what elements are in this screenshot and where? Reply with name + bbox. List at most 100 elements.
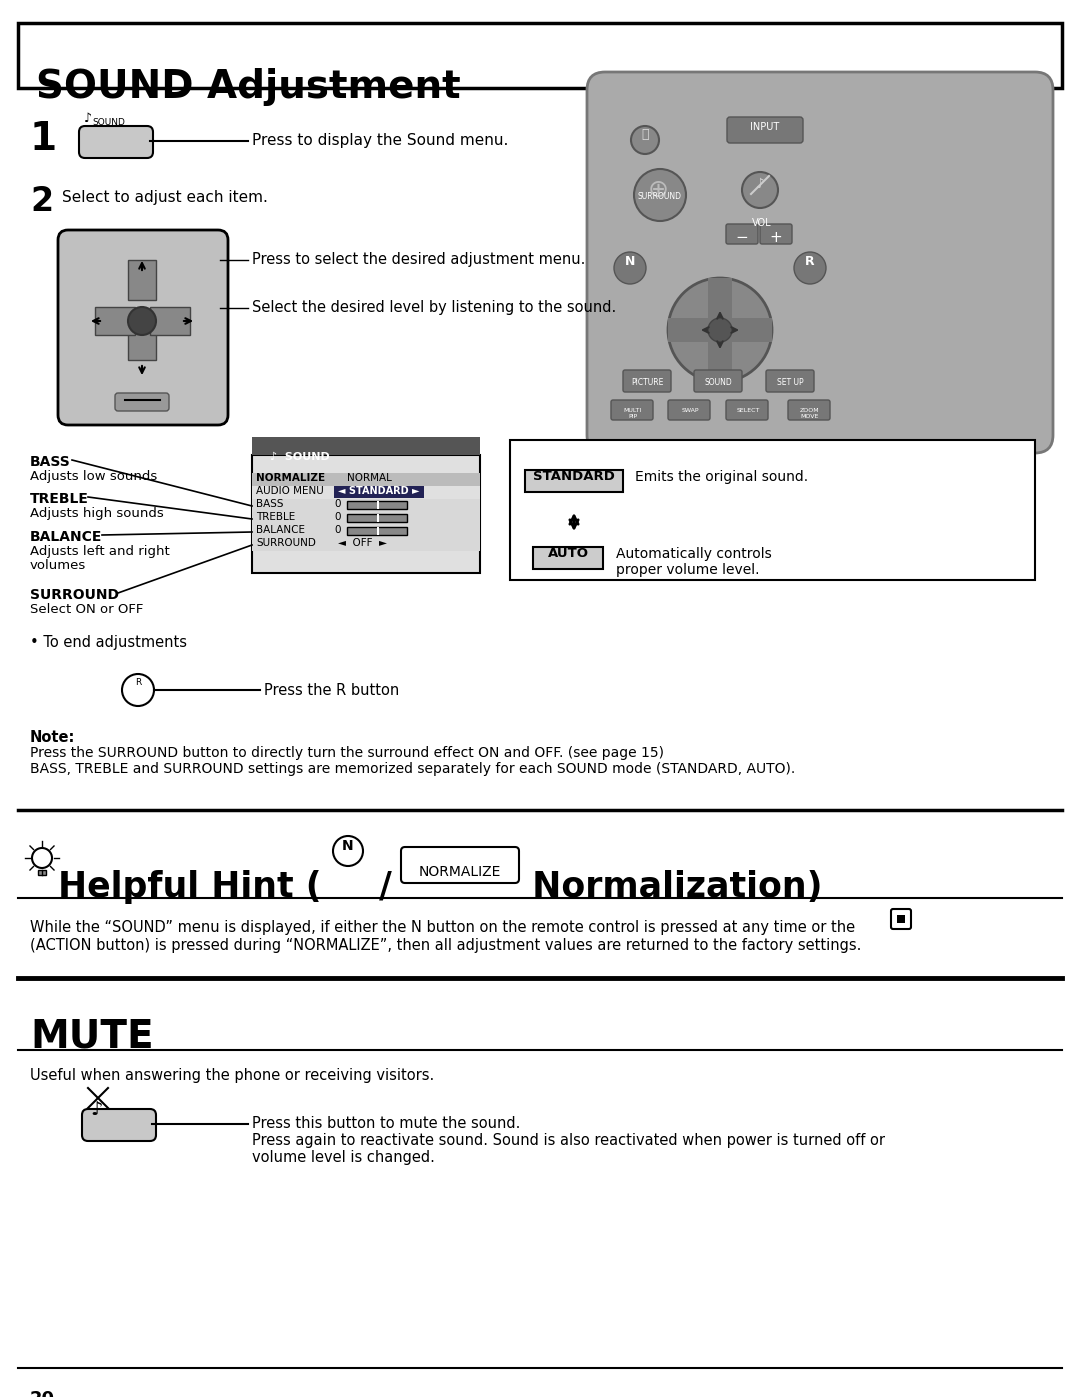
Bar	[150, 307, 190, 335]
Bar	[525, 469, 623, 492]
Text: SURROUND: SURROUND	[30, 588, 119, 602]
Text: SET UP: SET UP	[777, 379, 804, 387]
Text: BALANCE: BALANCE	[30, 529, 103, 543]
Circle shape	[631, 126, 659, 154]
FancyBboxPatch shape	[891, 909, 912, 929]
Text: N: N	[342, 840, 354, 854]
Text: NORMALIZE: NORMALIZE	[256, 474, 325, 483]
FancyBboxPatch shape	[82, 1109, 156, 1141]
Text: Select the desired level by listening to the sound.: Select the desired level by listening to…	[252, 300, 617, 314]
Text: /: /	[367, 870, 404, 904]
Text: Helpful Hint (: Helpful Hint (	[58, 870, 322, 904]
Text: ◄ STANDARD ►: ◄ STANDARD ►	[338, 486, 419, 496]
Circle shape	[615, 251, 646, 284]
FancyBboxPatch shape	[611, 400, 653, 420]
Text: +: +	[770, 231, 782, 244]
Text: AUDIO MENU: AUDIO MENU	[256, 486, 324, 496]
FancyBboxPatch shape	[726, 224, 758, 244]
Text: ZOOM
MOVE: ZOOM MOVE	[800, 408, 820, 419]
Text: Press to select the desired adjustment menu.: Press to select the desired adjustment m…	[252, 251, 585, 267]
Text: Adjusts high sounds: Adjusts high sounds	[30, 507, 164, 520]
Text: 0: 0	[334, 511, 340, 522]
Circle shape	[634, 169, 686, 221]
Bar	[510, 440, 1035, 580]
Text: Select ON or OFF: Select ON or OFF	[30, 604, 144, 616]
Bar	[38, 870, 46, 875]
Circle shape	[32, 848, 52, 868]
Text: 1: 1	[30, 120, 57, 158]
FancyBboxPatch shape	[760, 224, 792, 244]
Text: MUTE: MUTE	[30, 1018, 153, 1056]
Text: BASS: BASS	[30, 455, 71, 469]
Text: proper volume level.: proper volume level.	[616, 563, 759, 577]
Text: SWAP: SWAP	[681, 408, 699, 414]
Circle shape	[794, 251, 826, 284]
Bar	[252, 525, 480, 538]
Bar	[347, 514, 407, 522]
Text: R: R	[135, 678, 141, 687]
Bar	[669, 319, 772, 342]
Bar	[897, 915, 905, 923]
Text: ⊕: ⊕	[648, 177, 669, 203]
Text: Useful when answering the phone or receiving visitors.: Useful when answering the phone or recei…	[30, 1067, 434, 1083]
Text: Adjusts left and right: Adjusts left and right	[30, 545, 170, 557]
Bar	[708, 278, 732, 381]
Text: SOUND: SOUND	[92, 117, 125, 127]
Text: INPUT: INPUT	[751, 122, 780, 131]
Text: MULTI
PIP: MULTI PIP	[624, 408, 643, 419]
Bar	[377, 502, 379, 509]
Text: • To end adjustments: • To end adjustments	[30, 636, 187, 650]
Text: Press again to reactivate sound. Sound is also reactivated when power is turned : Press again to reactivate sound. Sound i…	[252, 1133, 885, 1148]
Bar	[347, 527, 407, 535]
Bar	[334, 486, 424, 497]
Text: Automatically controls: Automatically controls	[616, 548, 772, 562]
Text: 0: 0	[334, 525, 340, 535]
Circle shape	[333, 835, 363, 866]
Text: R: R	[806, 256, 814, 268]
Text: SOUND Adjustment: SOUND Adjustment	[36, 68, 461, 106]
FancyBboxPatch shape	[588, 73, 1053, 453]
Text: volume level is changed.: volume level is changed.	[252, 1150, 435, 1165]
Bar	[252, 538, 480, 550]
FancyBboxPatch shape	[114, 393, 168, 411]
Bar	[252, 455, 480, 573]
Text: volumes: volumes	[30, 559, 86, 571]
Text: Press the R button: Press the R button	[264, 683, 400, 698]
Bar	[95, 307, 135, 335]
Circle shape	[122, 673, 154, 705]
Text: NORMAL: NORMAL	[347, 474, 392, 483]
FancyBboxPatch shape	[669, 400, 710, 420]
Text: ◄  OFF  ►: ◄ OFF ►	[338, 538, 387, 548]
Text: PICTURE: PICTURE	[631, 379, 663, 387]
Text: Emits the original sound.: Emits the original sound.	[635, 469, 808, 483]
Text: SURROUND: SURROUND	[638, 191, 681, 201]
Text: ♪: ♪	[84, 112, 92, 124]
FancyBboxPatch shape	[766, 370, 814, 393]
Text: BASS: BASS	[256, 499, 283, 509]
Text: TREBLE: TREBLE	[30, 492, 89, 506]
Bar	[18, 22, 1062, 88]
Text: VOL: VOL	[752, 218, 772, 228]
Circle shape	[129, 307, 156, 335]
FancyBboxPatch shape	[726, 400, 768, 420]
Text: 2: 2	[30, 184, 53, 218]
FancyBboxPatch shape	[58, 231, 228, 425]
Text: 20: 20	[30, 1390, 55, 1397]
FancyBboxPatch shape	[694, 370, 742, 393]
Bar	[129, 260, 156, 300]
Circle shape	[669, 278, 772, 381]
Text: While the “SOUND” menu is displayed, if either the N button on the remote contro: While the “SOUND” menu is displayed, if …	[30, 921, 855, 935]
Bar	[377, 527, 379, 535]
Text: Press the SURROUND button to directly turn the surround effect ON and OFF. (see : Press the SURROUND button to directly tu…	[30, 746, 664, 760]
FancyBboxPatch shape	[623, 370, 671, 393]
Bar	[252, 437, 480, 455]
Text: NORMALIZE: NORMALIZE	[419, 865, 501, 879]
Circle shape	[742, 172, 778, 208]
Text: ♪  SOUND: ♪ SOUND	[270, 453, 329, 462]
Text: Note:: Note:	[30, 731, 76, 745]
Text: ♪: ♪	[90, 1099, 103, 1119]
Text: Normalization): Normalization)	[519, 870, 823, 904]
Text: N: N	[625, 256, 635, 268]
Text: BASS, TREBLE and SURROUND settings are memorized separately for each SOUND mode : BASS, TREBLE and SURROUND settings are m…	[30, 761, 795, 775]
Text: 0: 0	[334, 499, 340, 509]
